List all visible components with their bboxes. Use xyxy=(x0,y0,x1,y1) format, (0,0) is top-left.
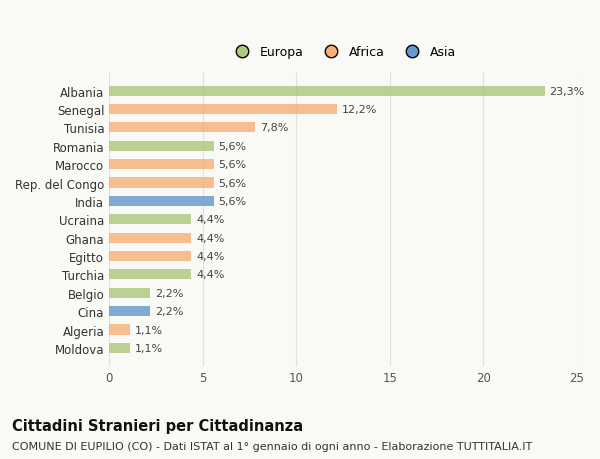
Text: 1,1%: 1,1% xyxy=(134,343,163,353)
Text: 4,4%: 4,4% xyxy=(196,270,224,280)
Bar xyxy=(109,307,150,317)
Text: 23,3%: 23,3% xyxy=(550,86,585,96)
Bar xyxy=(109,86,545,96)
Text: Cittadini Stranieri per Cittadinanza: Cittadini Stranieri per Cittadinanza xyxy=(12,418,303,433)
Text: 5,6%: 5,6% xyxy=(218,160,247,170)
Text: 5,6%: 5,6% xyxy=(218,178,247,188)
Text: 4,4%: 4,4% xyxy=(196,252,224,262)
Text: 2,2%: 2,2% xyxy=(155,288,184,298)
Text: COMUNE DI EUPILIO (CO) - Dati ISTAT al 1° gennaio di ogni anno - Elaborazione TU: COMUNE DI EUPILIO (CO) - Dati ISTAT al 1… xyxy=(12,441,532,451)
Text: 7,8%: 7,8% xyxy=(260,123,288,133)
Bar xyxy=(109,178,214,188)
Bar xyxy=(109,215,191,225)
Text: 5,6%: 5,6% xyxy=(218,141,247,151)
Text: 5,6%: 5,6% xyxy=(218,196,247,207)
Text: 4,4%: 4,4% xyxy=(196,215,224,225)
Bar xyxy=(109,325,130,335)
Bar xyxy=(109,233,191,243)
Bar xyxy=(109,288,150,298)
Bar xyxy=(109,270,191,280)
Bar xyxy=(109,105,337,115)
Bar xyxy=(109,343,130,353)
Bar xyxy=(109,160,214,170)
Bar xyxy=(109,196,214,207)
Bar xyxy=(109,252,191,262)
Text: 12,2%: 12,2% xyxy=(342,105,377,115)
Bar xyxy=(109,123,255,133)
Text: 1,1%: 1,1% xyxy=(134,325,163,335)
Text: 4,4%: 4,4% xyxy=(196,233,224,243)
Bar xyxy=(109,141,214,151)
Text: 2,2%: 2,2% xyxy=(155,307,184,316)
Legend: Europa, Africa, Asia: Europa, Africa, Asia xyxy=(225,41,461,64)
